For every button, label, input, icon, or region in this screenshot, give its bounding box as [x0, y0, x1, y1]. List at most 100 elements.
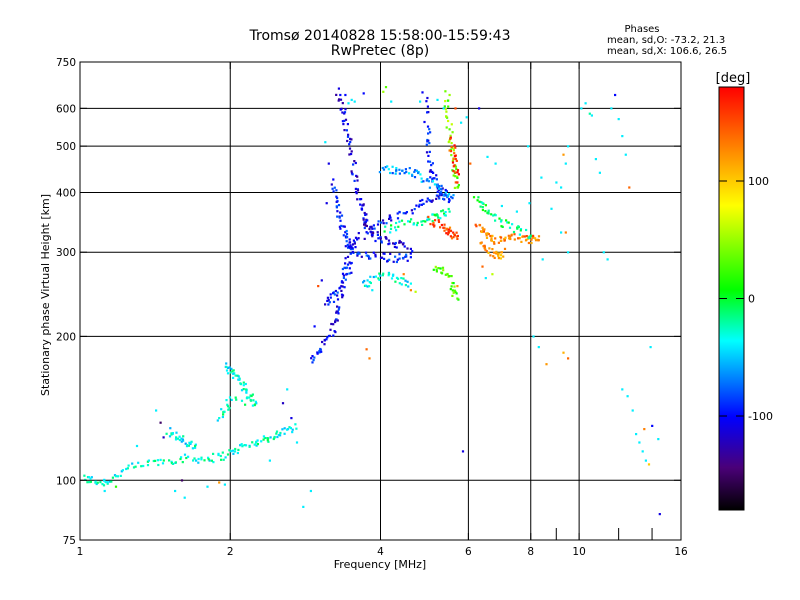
trace-10-point: [453, 186, 456, 189]
trace-15-point: [499, 257, 502, 260]
trace-17-point: [434, 265, 437, 268]
trace-6-point: [338, 287, 341, 290]
trace-2-point: [249, 398, 252, 402]
trace-9-point: [441, 209, 445, 212]
trace-7-point: [429, 131, 432, 134]
trace-3-point: [353, 242, 356, 245]
trace-0-point: [256, 443, 259, 446]
trace-16-point: [362, 281, 365, 284]
trace-4-point: [371, 227, 374, 230]
trace-7-point: [438, 197, 441, 200]
trace-7-point: [427, 160, 430, 163]
trace-0-point: [267, 440, 270, 443]
trace-4-point: [358, 198, 361, 201]
trace-16-point: [397, 277, 400, 280]
trace-0-point: [210, 459, 213, 462]
trace-11-point: [449, 229, 453, 233]
trace-8-point: [403, 172, 406, 175]
trace-0-point: [174, 461, 177, 464]
scatter-point: [515, 210, 518, 213]
trace-2-point: [237, 375, 240, 378]
trace-0-point: [277, 433, 280, 437]
trace-5-point: [356, 252, 359, 255]
trace-3-point: [341, 296, 344, 299]
scatter-point: [517, 225, 520, 228]
scatter-point: [621, 135, 624, 138]
scatter-point: [484, 277, 487, 280]
trace-17-point: [444, 273, 447, 276]
trace-16-point: [378, 278, 381, 281]
trace-5-point: [409, 252, 412, 255]
trace-13-point: [530, 241, 533, 245]
trace-8-point: [408, 167, 411, 170]
trace-13-point: [500, 236, 503, 239]
scatter-point: [460, 121, 463, 124]
trace-3-point: [373, 227, 376, 230]
trace-0-point: [289, 427, 292, 430]
trace-14-point: [476, 199, 479, 202]
trace-3-point: [422, 202, 425, 205]
trace-3-point: [329, 328, 332, 331]
trace-3-point: [349, 252, 352, 255]
trace-14-point: [481, 208, 484, 212]
trace-5-point: [335, 206, 338, 209]
trace-15-point: [479, 242, 482, 245]
trace-14-point: [472, 196, 476, 199]
trace-11-point: [429, 223, 432, 226]
trace-8-point: [413, 176, 417, 179]
trace-10-point: [447, 141, 450, 144]
trace-0-point: [119, 474, 122, 477]
trace-0-point: [255, 441, 258, 444]
trace-14-point: [490, 213, 493, 216]
trace-9-point: [431, 220, 434, 223]
trace-17-point: [439, 267, 442, 270]
trace-4-point: [388, 242, 391, 245]
trace-14-point: [525, 228, 528, 232]
trace-4-point: [354, 190, 358, 194]
trace-14-point: [507, 221, 510, 224]
colorbar-ticks: 100 0 -100: [719, 175, 773, 423]
trace-1-point: [180, 437, 183, 440]
trace-13-point: [490, 237, 493, 240]
scatter-point: [344, 93, 347, 97]
trace-4-point: [356, 179, 359, 182]
trace-3-point: [353, 241, 356, 244]
trace-0-point: [168, 459, 171, 462]
trace-8-point: [411, 174, 414, 177]
trace-0-point: [103, 478, 106, 481]
trace-2-point: [218, 417, 221, 420]
trace-6-point: [350, 261, 353, 265]
trace-8-point: [413, 170, 416, 173]
trace-16-point: [377, 277, 380, 280]
trace-5-point: [396, 258, 399, 261]
trace-13-point: [483, 228, 486, 231]
trace-8-point: [437, 187, 441, 190]
trace-2-point: [220, 408, 223, 411]
scatter-point: [206, 485, 209, 488]
trace-1-point: [186, 444, 189, 447]
trace-3-point: [388, 214, 391, 217]
x-tick-label-10: 10: [572, 546, 585, 558]
y-tick-label-300: 300: [56, 247, 76, 259]
trace-3-point: [334, 319, 337, 322]
trace-5-point: [333, 186, 336, 189]
trace-16-point: [391, 274, 395, 277]
trace-9-point: [420, 220, 423, 223]
scatter-point: [313, 325, 316, 328]
trace-4-point: [387, 239, 391, 242]
trace-5-point: [351, 247, 354, 250]
scatter-point: [353, 100, 356, 103]
trace-8-point: [444, 191, 447, 194]
trace-10-point: [454, 175, 457, 178]
scatter-point: [442, 107, 445, 110]
scatter-point: [448, 93, 451, 97]
trace-3-point: [435, 194, 438, 197]
scatter-point: [183, 496, 186, 499]
trace-14-point: [478, 200, 481, 203]
trace-0-point: [276, 435, 279, 439]
trace-2-point: [250, 394, 253, 398]
trace-15-point: [492, 255, 495, 258]
trace-3-point: [436, 190, 439, 193]
trace-5-point: [406, 259, 409, 262]
scatter-point: [223, 483, 226, 486]
